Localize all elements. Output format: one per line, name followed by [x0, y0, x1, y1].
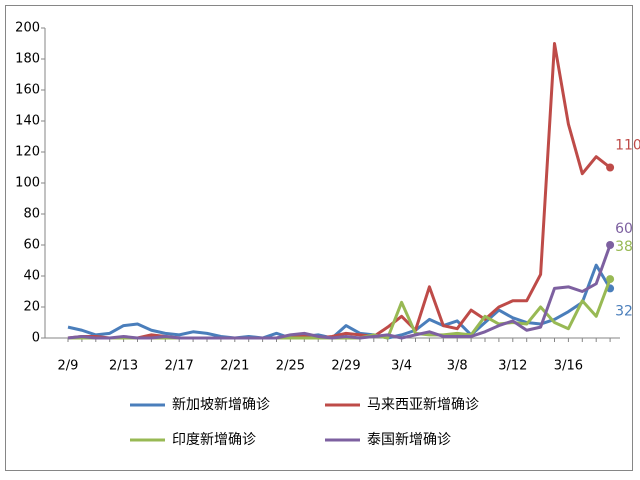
- y-tick-label: 40: [23, 269, 40, 284]
- legend-label: 印度新增确诊: [172, 432, 256, 448]
- chart-frame: [5, 5, 633, 471]
- y-tick-label: 60: [23, 238, 40, 253]
- legend-label: 马来西亚新增确诊: [367, 397, 479, 413]
- x-tick-label: 3/16: [554, 359, 583, 374]
- x-tick-label: 2/25: [276, 359, 305, 374]
- x-tick-label: 2/17: [165, 359, 194, 374]
- x-tick-label: 3/4: [391, 359, 412, 374]
- series-line: [67, 42, 612, 340]
- y-tick-label: 200: [15, 21, 40, 36]
- y-tick-label: 80: [23, 207, 40, 222]
- legend-label: 新加坡新增确诊: [172, 397, 270, 413]
- x-tick-label: 2/13: [109, 359, 138, 374]
- y-tick-label: 120: [15, 145, 40, 160]
- x-tick-label: 3/12: [498, 359, 527, 374]
- y-tick-label: 180: [15, 52, 40, 67]
- y-tick-label: 20: [23, 300, 40, 315]
- x-tick-label: 2/21: [220, 359, 249, 374]
- end-marker: [606, 241, 615, 249]
- x-tick-label: 3/8: [447, 359, 468, 374]
- y-tick-label: 100: [15, 176, 40, 191]
- y-tick-label: 160: [15, 83, 40, 98]
- data-label: 110: [615, 138, 640, 154]
- y-tick-label: 140: [15, 114, 40, 129]
- end-marker: [606, 275, 615, 284]
- series-line: [67, 263, 612, 340]
- data-label: 38: [615, 239, 633, 255]
- data-label: 60: [615, 221, 633, 237]
- x-tick-label: 2/29: [331, 359, 360, 374]
- x-tick-label: 2/9: [58, 359, 79, 374]
- series-line: [67, 244, 612, 340]
- legend-label: 泰国新增确诊: [367, 432, 451, 448]
- end-marker: [606, 163, 615, 172]
- y-tick-label: 0: [32, 331, 40, 346]
- data-label: 32: [615, 303, 633, 319]
